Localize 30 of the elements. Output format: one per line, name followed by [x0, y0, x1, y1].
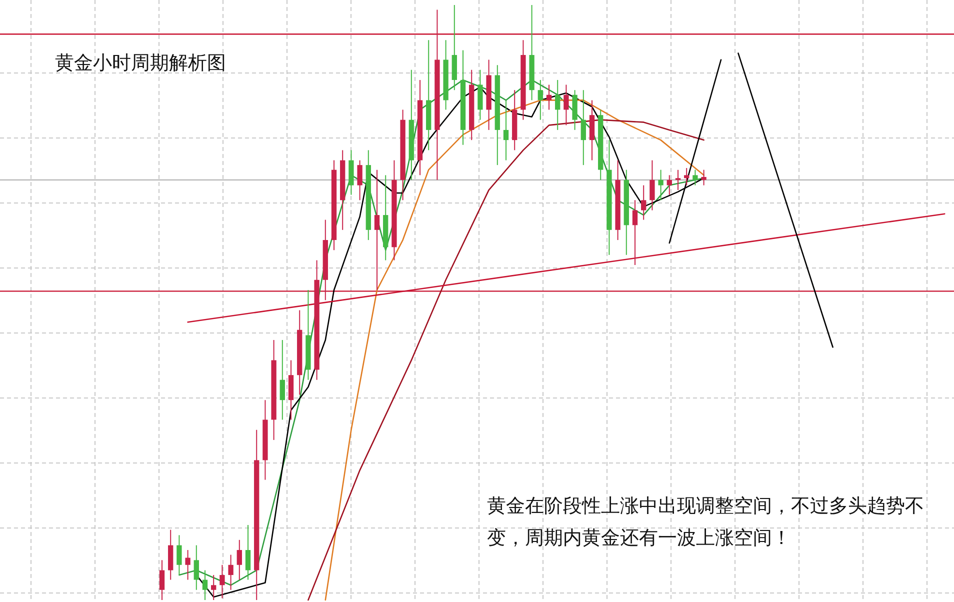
candlestick — [245, 524, 251, 580]
candlestick — [692, 169, 698, 186]
candlestick — [555, 79, 560, 130]
candlestick — [280, 339, 285, 420]
candlestick — [641, 184, 646, 220]
text: 黄金小时周期解析图 — [55, 51, 226, 76]
candlestick — [211, 574, 216, 600]
candlestick — [220, 564, 225, 599]
candlestick — [202, 570, 208, 600]
annotation: 黄金在阶段性上涨中出现调整空间，不过多头趋势不变，周期内黄金还有一波上涨空间！ — [487, 494, 925, 551]
candlestick — [176, 534, 182, 576]
candlestick — [650, 160, 655, 211]
candlestick — [701, 169, 706, 186]
candlestick — [580, 90, 586, 166]
candlestick — [538, 79, 543, 120]
candlestick — [546, 84, 552, 110]
candlestick — [658, 169, 664, 201]
candlestick — [185, 550, 190, 580]
candlestick — [666, 174, 672, 196]
candlestick — [632, 200, 638, 266]
candlestick — [503, 100, 509, 161]
candlestick — [194, 544, 199, 590]
candlestick — [228, 554, 234, 590]
candlestick — [159, 560, 165, 600]
candlestick — [236, 539, 242, 580]
candlestick — [374, 169, 380, 291]
candlestick — [564, 84, 569, 126]
candlestick — [675, 169, 681, 191]
candlestick — [684, 168, 690, 186]
candlestick — [357, 160, 362, 201]
